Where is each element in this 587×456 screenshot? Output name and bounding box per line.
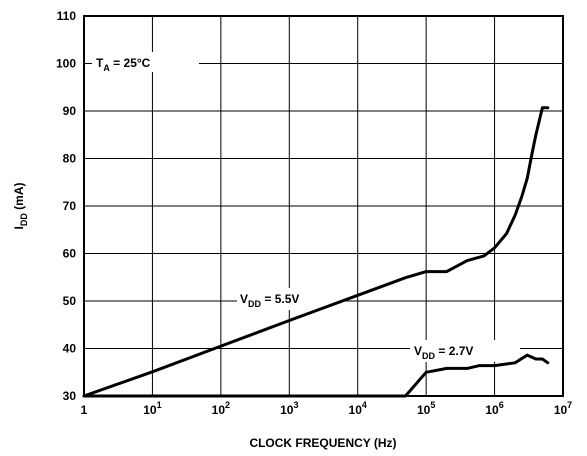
x-axis-label: CLOCK FREQUENCY (Hz) [249,436,396,450]
x-tick-label: 101 [143,400,161,417]
y-tick-label: 30 [63,389,77,403]
x-tick-label: 106 [485,400,503,417]
x-tick-label: 107 [554,400,572,417]
x-tick-label: 103 [280,400,298,417]
annotation-ta-main: T [96,56,104,70]
annotation-vdd27-sub: DD [422,351,435,361]
series-line-1 [82,106,550,398]
annotation-vdd55-main: V [240,292,248,306]
y-axis-label-sub: DD [19,213,29,226]
annotation-vdd27-main: V [414,344,422,358]
annotation-ta-rest: = 25°C [110,56,151,70]
y-tick-labels: 30 40 50 60 70 80 90 100 110 [56,9,76,403]
y-tick-label: 80 [63,152,77,166]
y-tick-label: 40 [63,342,77,356]
annotation-vdd27: VDD = 2.7V [414,344,473,361]
y-axis-label: IDD (mA) [12,182,29,229]
x-tick-label: 105 [417,400,435,417]
annotation-mask-vdd55 [237,288,346,310]
annotation-vdd55-rest: = 5.5V [261,292,299,306]
annotation-vdd55: VDD = 5.5V [240,292,299,309]
x-tick-label: 102 [212,400,230,417]
x-tick-label: 104 [349,400,367,417]
annotation-mask-ta [92,52,199,72]
y-tick-label: 100 [56,57,76,71]
x-tick-label: 1 [81,403,88,417]
y-tick-label: 70 [63,199,77,213]
annotation-ta: TA = 25°C [96,56,151,73]
annotation-ta-sub: A [103,63,110,73]
y-axis-label-main: I [12,226,26,229]
y-tick-label: 50 [63,294,77,308]
y-tick-label: 60 [63,247,77,261]
grid [83,15,564,397]
annotation-vdd27-rest: = 2.7V [435,344,473,358]
y-tick-label: 90 [63,104,77,118]
x-tick-labels: 1 101 102 103 104 105 106 107 [81,400,573,417]
y-tick-label: 110 [57,9,77,23]
y-axis-label-unit: (mA) [12,182,26,213]
annotation-vdd55-sub: DD [248,299,261,309]
plot-frame [83,15,564,397]
annotation-mask-vdd27 [410,340,520,362]
